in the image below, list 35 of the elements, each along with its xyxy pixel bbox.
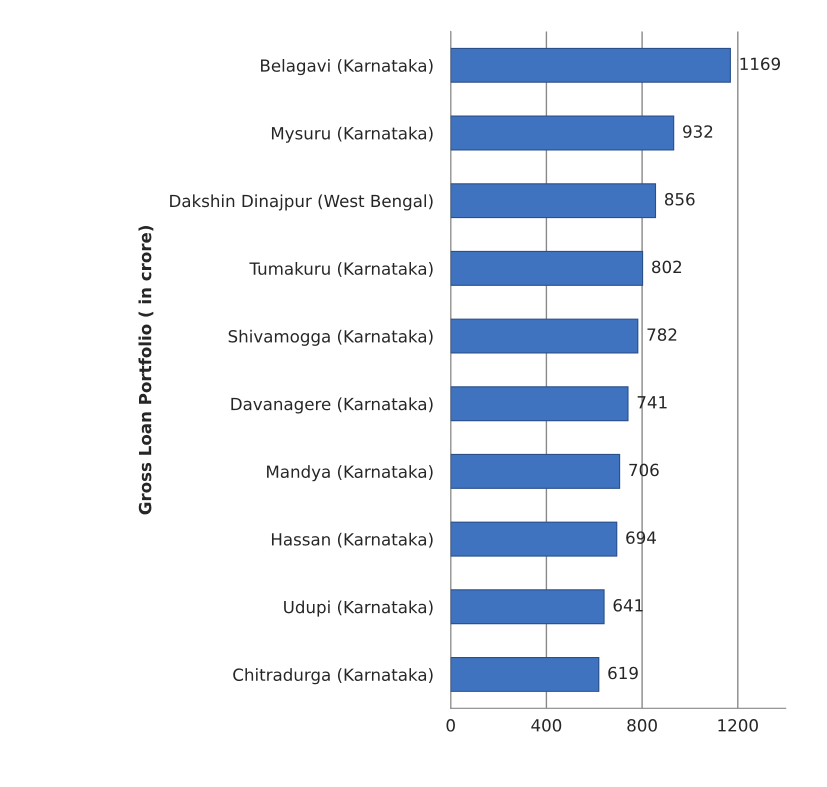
x-tick-label: 1200 <box>718 719 758 732</box>
y-axis-title: Gross Loan Portfolio ( in crore) <box>138 226 154 514</box>
bar <box>450 386 629 422</box>
y-tick-label: Chitradurga (Karnataka) <box>233 668 433 684</box>
data-label: 856 <box>664 192 695 206</box>
bar <box>450 250 644 286</box>
data-label: 782 <box>648 328 676 341</box>
y-tick-label: Hassan (Karnataka) <box>272 532 433 548</box>
y-tick-label: Davanagere (Karnataka) <box>231 397 433 414</box>
y-tick-label: Tumakuru (Karnataka) <box>249 262 433 277</box>
y-tick-label: Udupi (Karnataka) <box>284 600 433 617</box>
data-label: 741 <box>638 396 667 408</box>
x-tick-label: 0 <box>446 719 455 732</box>
bar <box>450 522 618 557</box>
x-tick-label: 800 <box>627 719 657 732</box>
bar <box>450 116 674 150</box>
bar <box>450 183 656 218</box>
bar <box>450 656 600 692</box>
data-label: 932 <box>683 125 712 138</box>
y-tick-label: Dakshin Dinajpur (West Bengal) <box>170 194 433 210</box>
bar <box>450 454 620 489</box>
data-label: 1169 <box>740 58 780 70</box>
bar <box>450 589 605 624</box>
bar <box>450 48 731 83</box>
y-tick-label: Mysuru (Karnataka) <box>272 126 433 143</box>
y-tick-label: Shivamogga (Karnataka) <box>228 330 433 346</box>
data-label: 619 <box>608 666 638 680</box>
y-tick-label: Belagavi (Karnataka) <box>261 58 433 76</box>
data-label: 694 <box>626 531 656 544</box>
data-label: 641 <box>614 599 643 612</box>
y-tick-label: Mandya (Karnataka) <box>267 465 433 482</box>
x-tick-label: 400 <box>531 719 562 732</box>
data-label: 706 <box>629 464 659 476</box>
data-label: 802 <box>652 260 682 274</box>
bar <box>450 318 638 354</box>
